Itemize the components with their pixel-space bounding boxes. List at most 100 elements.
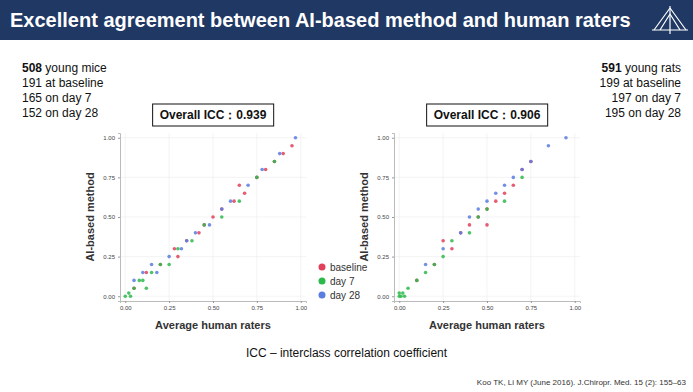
point [476,215,480,219]
annotation-box [427,104,548,126]
point [220,215,224,219]
tick-label: 0.00 [103,294,115,300]
point [211,215,215,219]
panel-heading: 508 young mice [22,61,107,75]
tick: 0.00 [103,294,120,300]
tick-label: 0.50 [377,214,389,220]
point [403,294,407,298]
tick: 1.00 [377,135,394,141]
grid [120,133,306,301]
point [503,199,507,203]
tick-label: 0.75 [526,305,538,311]
point [176,255,180,259]
legend-marker [319,292,326,299]
point [529,160,533,164]
tick-mark [487,301,488,303]
grid [394,133,580,301]
panel-line: 197 on day 7 [612,91,682,105]
panel-line: 165 on day 7 [22,91,92,105]
panel-heading: 591 young rats [602,61,681,75]
point [145,271,149,275]
panel-count: 591 [602,61,622,75]
point [512,176,516,180]
tick-label: 0.25 [377,254,389,260]
tick-label: 1.00 [569,305,581,311]
point [180,247,184,251]
point [202,223,206,227]
tick: 0.00 [394,301,406,311]
annotation-text: Overall ICC：0.906 [434,108,541,122]
point [123,294,127,298]
panel-subject: young rats [622,61,681,75]
tick-mark [392,296,394,297]
point [290,144,294,148]
tick-label: 0.75 [377,175,389,181]
legend-marker [319,278,326,285]
tick-label: 0.00 [120,305,132,311]
tick-mark [118,296,120,297]
tick-label: 0.75 [252,305,264,311]
grid-line-y [120,137,306,138]
legend-marker [319,264,326,271]
tick-mark [392,257,394,258]
slide: Excellent agreement between AI-based met… [0,0,693,392]
panel-line: 195 on day 28 [605,106,681,120]
point [468,231,472,235]
title: Excellent agreement between AI-based met… [10,9,631,31]
annotation: Overall ICC：0.906 [427,104,548,126]
grid-line-y [394,296,580,297]
axis-line [118,134,121,302]
tick-mark [257,301,258,303]
point [485,207,489,211]
point [399,294,403,298]
point [401,291,405,295]
tick: 0.50 [103,214,120,220]
point [132,287,136,291]
points [397,136,567,298]
legend-label: day 7 [330,276,355,287]
point [208,223,212,227]
tick: 0.00 [120,301,132,311]
citation: Koo TK, Li MY (June 2016). J.Chiropr. Me… [477,378,687,387]
point [141,271,145,275]
grid-line-y [120,296,306,297]
point [273,160,277,164]
point [185,239,189,243]
plot-background [394,133,580,301]
point [503,191,507,195]
point [468,215,472,219]
tick: 0.00 [377,294,394,300]
point [159,263,163,267]
point [485,207,489,211]
panel-subject: young mice [42,61,107,75]
axis-line [121,302,307,304]
tick-label: 1.00 [377,135,389,141]
point [476,207,480,211]
point [159,263,163,267]
point [246,184,250,188]
tick-mark [118,138,120,139]
tick-mark [531,301,532,303]
point [468,223,472,227]
point [150,271,154,275]
tick: 0.25 [103,254,120,260]
tick-label: 0.50 [208,305,220,311]
tick-mark [392,138,394,139]
x-axis: 0.000.250.500.751.00 [394,301,582,311]
point [202,223,206,227]
point [547,144,551,148]
chart: 0.000.250.500.751.000.000.250.500.751.00… [84,104,368,331]
point [494,199,498,203]
annotation-text: Overall ICC：0.939 [160,108,267,122]
tick-mark [392,177,394,178]
point [459,231,463,235]
tick-mark [125,301,126,303]
panel-line: 152 on day 28 [22,106,98,120]
tick: 1.00 [295,301,307,311]
tick-label: 0.75 [103,175,115,181]
point [145,287,149,291]
point [520,168,524,172]
tick-label: 0.50 [103,214,115,220]
tick-mark [399,301,400,303]
point [167,263,171,267]
